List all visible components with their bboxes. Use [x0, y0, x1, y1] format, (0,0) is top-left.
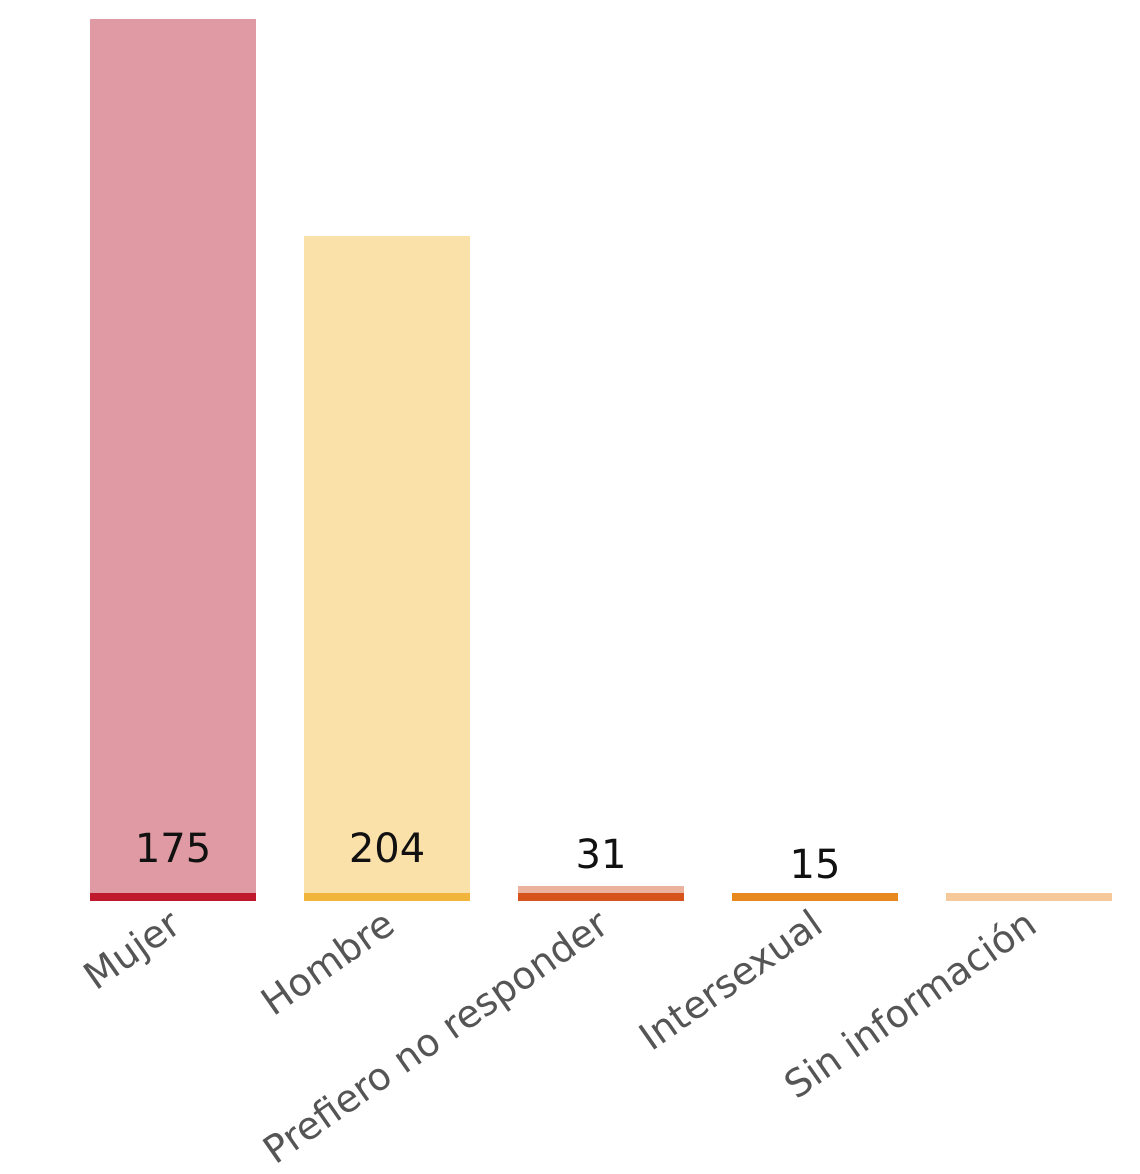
bar-baseline-3: [732, 893, 898, 901]
category-label-2: Prefiero no responder: [255, 901, 616, 1172]
bar-value-label-2: 31: [576, 832, 627, 878]
baselines-layer: [90, 893, 1112, 901]
bar-baseline-0: [90, 893, 256, 901]
bar-1: [304, 236, 470, 901]
category-label-3: Intersexual: [631, 901, 830, 1059]
bar-0: [90, 19, 256, 901]
bar-value-label-0: 175: [135, 826, 211, 872]
bars-layer: [90, 19, 1112, 901]
bar-baseline-1: [304, 893, 470, 901]
bar-baseline-4: [946, 893, 1112, 901]
category-label-1: Hombre: [253, 901, 402, 1024]
bar-value-label-1: 204: [349, 826, 425, 872]
bar-value-label-3: 15: [790, 842, 841, 888]
category-label-0: Mujer: [76, 901, 189, 998]
bar-baseline-2: [518, 893, 684, 901]
